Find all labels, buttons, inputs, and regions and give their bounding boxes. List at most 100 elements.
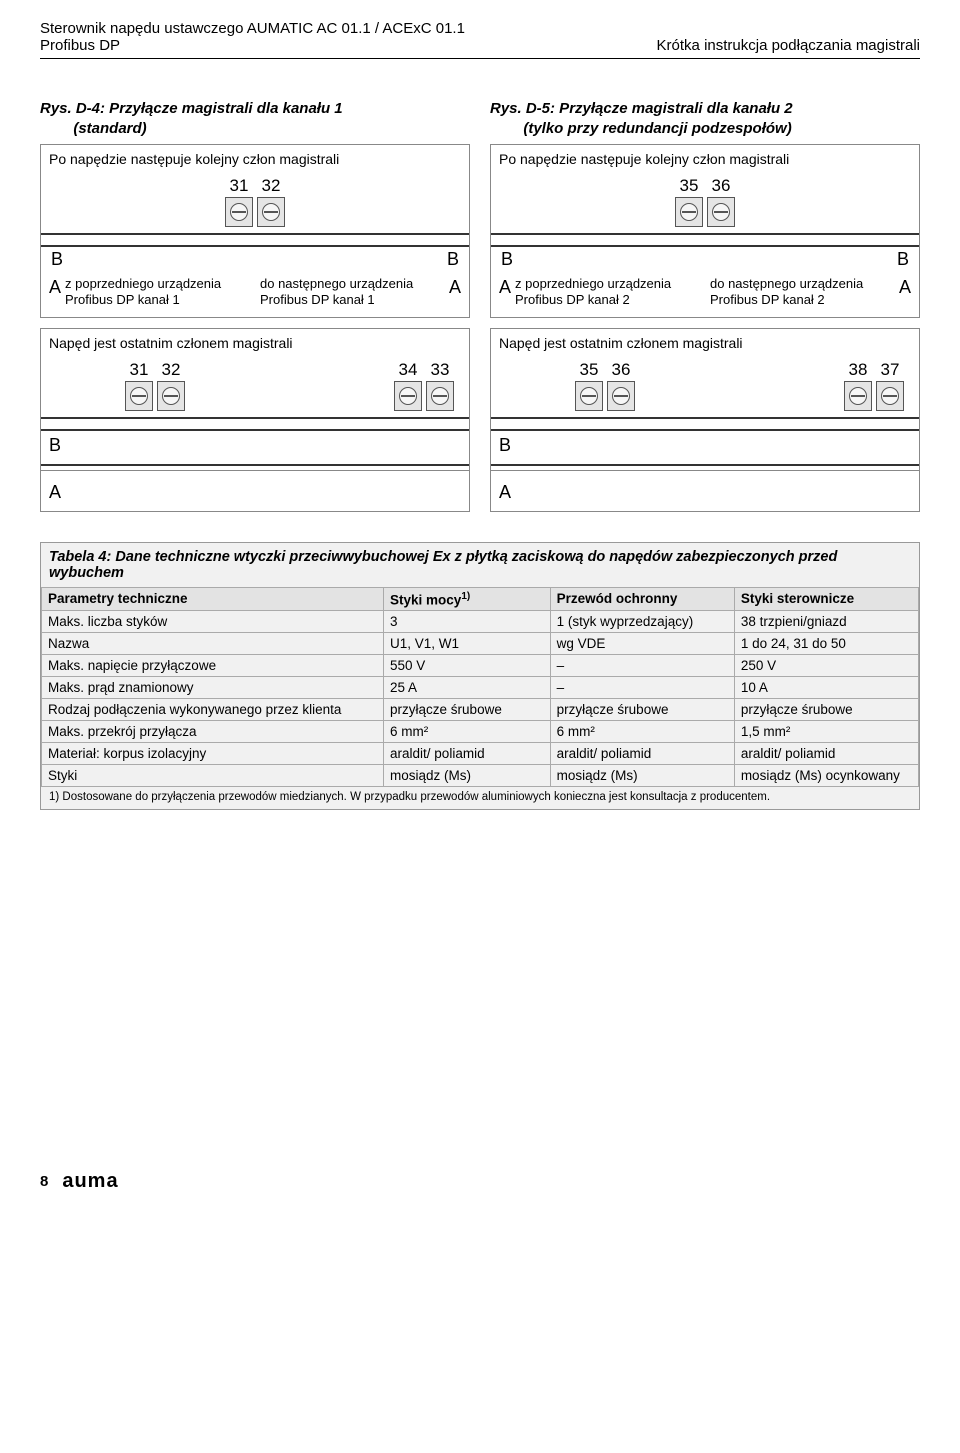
table-row: Rodzaj podłączenia wykonywanego przez kl… bbox=[42, 699, 919, 721]
terminal: 37 bbox=[875, 360, 905, 411]
th-params: Parametry techniczne bbox=[42, 587, 384, 611]
table-row: Maks. prąd znamionowy25 A–10 A bbox=[42, 677, 919, 699]
figure-d4: Rys. D-4: Przyłącze magistrali dla kanał… bbox=[40, 99, 470, 512]
figure-d5-title-l1: Rys. D-5: Przyłącze magistrali dla kanał… bbox=[490, 100, 793, 117]
bus-rail bbox=[41, 233, 469, 247]
table-header-row: Parametry techniczne Styki mocy1) Przewó… bbox=[42, 587, 919, 611]
terminal-block-icon bbox=[125, 381, 153, 411]
figure-d4-title: Rys. D-4: Przyłącze magistrali dla kanał… bbox=[40, 99, 470, 138]
figure-d5-a-box: A bbox=[490, 470, 920, 512]
table-cell: Maks. prąd znamionowy bbox=[42, 677, 384, 699]
terminal-block-icon bbox=[257, 197, 285, 227]
terminal-num: 32 bbox=[162, 360, 181, 380]
figure-d5-mid-box: Napęd jest ostatnim członem magistrali 3… bbox=[490, 328, 920, 471]
terminal-num: 31 bbox=[130, 360, 149, 380]
table-cell: mosiądz (Ms) ocynkowany bbox=[734, 765, 918, 787]
rail-labels: B B bbox=[49, 249, 461, 270]
table-cell: 10 A bbox=[734, 677, 918, 699]
rail-a-bottom: A bbox=[499, 482, 911, 503]
bus-rail bbox=[491, 233, 919, 247]
dev-right: do następnego urządzenia Profibus DP kan… bbox=[260, 276, 461, 309]
table-body: Maks. liczba styków31 (styk wyprzedzając… bbox=[42, 611, 919, 787]
th-control: Styki sterownicze bbox=[734, 587, 918, 611]
figure-d4-top-box: Po napędzie następuje kolejny człon magi… bbox=[40, 144, 470, 318]
dev-text-left: z poprzedniego urządzenia Profibus DP ka… bbox=[515, 276, 686, 309]
dev-a-right: A bbox=[899, 276, 911, 299]
table-cell: 6 mm² bbox=[384, 721, 551, 743]
header-left-line1: Sterownik napędu ustawczego AUMATIC AC 0… bbox=[40, 20, 465, 37]
d4-top-terminals: 31 32 bbox=[49, 171, 461, 227]
figure-row: Rys. D-4: Przyłącze magistrali dla kanał… bbox=[40, 99, 920, 512]
terminal-num: 36 bbox=[712, 176, 731, 196]
table-row: Materiał: korpus izolacyjnyaraldit/ poli… bbox=[42, 743, 919, 765]
page-header: Sterownik napędu ustawczego AUMATIC AC 0… bbox=[40, 20, 920, 59]
table-cell: 1 (styk wyprzedzający) bbox=[550, 611, 734, 633]
table-4: Tabela 4: Dane techniczne wtyczki przeci… bbox=[40, 542, 920, 811]
terminal: 32 bbox=[156, 360, 186, 411]
table-cell: Nazwa bbox=[42, 633, 384, 655]
table-row: Maks. liczba styków31 (styk wyprzedzając… bbox=[42, 611, 919, 633]
table-cell: araldit/ poliamid bbox=[734, 743, 918, 765]
rail-b-right: B bbox=[897, 249, 909, 270]
d5-mid-terminals: 35 36 38 37 bbox=[499, 355, 911, 411]
terminal-num: 38 bbox=[849, 360, 868, 380]
table-cell: 38 trzpieni/gniazd bbox=[734, 611, 918, 633]
terminal: 34 bbox=[393, 360, 423, 411]
terminal-block-icon bbox=[607, 381, 635, 411]
terminal-block-icon bbox=[575, 381, 603, 411]
d4-top-caption: Po napędzie następuje kolejny człon magi… bbox=[49, 151, 461, 167]
terminal-block-icon bbox=[844, 381, 872, 411]
rail-a-bottom: A bbox=[49, 482, 461, 503]
terminal: 32 bbox=[256, 176, 286, 227]
terminal-block-icon bbox=[876, 381, 904, 411]
dev-right: do następnego urządzenia Profibus DP kan… bbox=[710, 276, 911, 309]
tech-table: Parametry techniczne Styki mocy1) Przewó… bbox=[41, 587, 919, 788]
figure-d5-top-box: Po napędzie następuje kolejny człon magi… bbox=[490, 144, 920, 318]
table-title: Tabela 4: Dane techniczne wtyczki przeci… bbox=[41, 543, 919, 587]
rail-b-mid: B bbox=[499, 435, 911, 456]
rail-b-left: B bbox=[51, 249, 63, 270]
table-cell: przyłącze śrubowe bbox=[384, 699, 551, 721]
header-left: Sterownik napędu ustawczego AUMATIC AC 0… bbox=[40, 20, 465, 54]
figure-d5: Rys. D-5: Przyłącze magistrali dla kanał… bbox=[490, 99, 920, 512]
terminal-num: 35 bbox=[580, 360, 599, 380]
figure-d4-title-l2: (standard) bbox=[73, 120, 146, 137]
th-power-text: Styki mocy bbox=[390, 592, 461, 607]
table-cell: przyłącze śrubowe bbox=[734, 699, 918, 721]
terminal: 35 bbox=[674, 176, 704, 227]
terminal-num: 33 bbox=[431, 360, 450, 380]
terminal: 31 bbox=[124, 360, 154, 411]
rail-b-left: B bbox=[501, 249, 513, 270]
table-cell: Maks. napięcie przyłączowe bbox=[42, 655, 384, 677]
dev-text-right: do następnego urządzenia Profibus DP kan… bbox=[260, 276, 431, 309]
figure-d4-a-box: A bbox=[40, 470, 470, 512]
dev-a-left: A bbox=[49, 276, 61, 299]
figure-d5-title: Rys. D-5: Przyłącze magistrali dla kanał… bbox=[490, 99, 920, 138]
terminal: 31 bbox=[224, 176, 254, 227]
line-a bbox=[41, 464, 469, 466]
table-row: Stykimosiądz (Ms)mosiądz (Ms)mosiądz (Ms… bbox=[42, 765, 919, 787]
line-a bbox=[491, 464, 919, 466]
terminal-block-icon bbox=[225, 197, 253, 227]
terminal-block-icon bbox=[394, 381, 422, 411]
rail-labels: B B bbox=[499, 249, 911, 270]
figure-d4-title-l1: Rys. D-4: Przyłącze magistrali dla kanał… bbox=[40, 100, 343, 117]
table-cell: Rodzaj podłączenia wykonywanego przez kl… bbox=[42, 699, 384, 721]
table-row: Maks. przekrój przyłącza6 mm²6 mm²1,5 mm… bbox=[42, 721, 919, 743]
terminal-num: 31 bbox=[230, 176, 249, 196]
table-row: NazwaU1, V1, W1wg VDE1 do 24, 31 do 50 bbox=[42, 633, 919, 655]
terminal-block-icon bbox=[675, 197, 703, 227]
table-cell: 1 do 24, 31 do 50 bbox=[734, 633, 918, 655]
bus-rail bbox=[491, 417, 919, 431]
page-number: 8 bbox=[40, 1173, 48, 1190]
dev-text-right: do następnego urządzenia Profibus DP kan… bbox=[710, 276, 881, 309]
th-power: Styki mocy1) bbox=[384, 587, 551, 611]
table-footnote: 1) Dostosowane do przyłączenia przewodów… bbox=[41, 787, 919, 809]
table-cell: – bbox=[550, 677, 734, 699]
header-left-line2: Profibus DP bbox=[40, 37, 465, 54]
bus-rail bbox=[41, 417, 469, 431]
d5-top-terminals: 35 36 bbox=[499, 171, 911, 227]
dev-a-right: A bbox=[449, 276, 461, 299]
terminal: 36 bbox=[706, 176, 736, 227]
device-notes: Az poprzedniego urządzenia Profibus DP k… bbox=[499, 276, 911, 309]
